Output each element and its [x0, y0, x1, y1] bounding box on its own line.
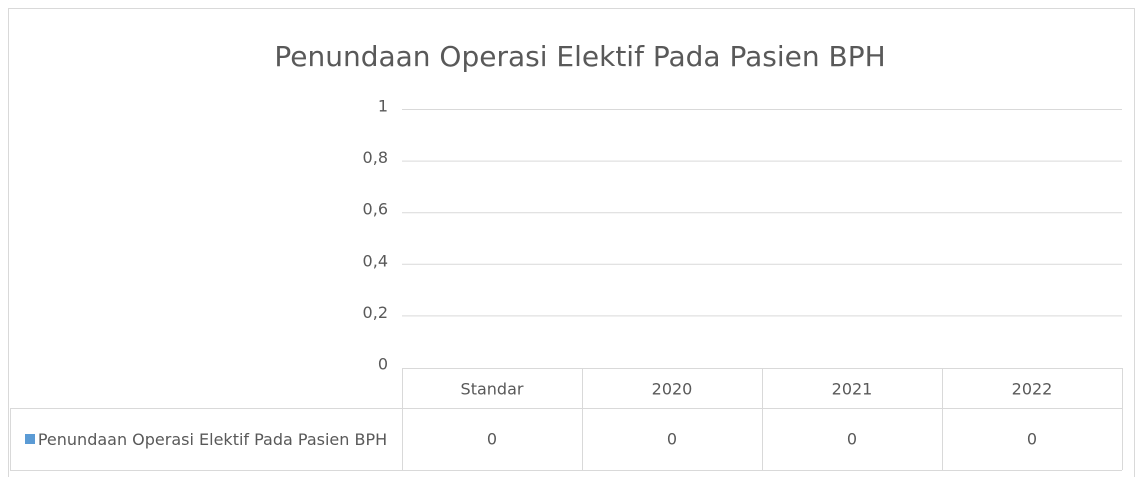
- y-tick-label: 0,6: [363, 200, 388, 219]
- table-value: 0: [1027, 430, 1037, 449]
- x-tick-label: Standar: [461, 380, 524, 399]
- table-value: 0: [847, 430, 857, 449]
- chart-title: Penundaan Operasi Elektif Pada Pasien BP…: [274, 40, 885, 73]
- x-tick-label: 2020: [652, 380, 693, 399]
- x-tick-label: 2022: [1012, 380, 1053, 399]
- legend-key: [24, 433, 35, 444]
- y-tick-label: 0: [378, 355, 388, 374]
- legend-entry: Penundaan Operasi Elektif Pada Pasien BP…: [12, 410, 400, 468]
- y-tick-label: 0,2: [363, 303, 388, 322]
- y-tick-label: 1: [378, 97, 388, 116]
- table-value: 0: [667, 430, 677, 449]
- x-tick-label: 2021: [832, 380, 873, 399]
- table-value: 0: [487, 430, 497, 449]
- legend-label: Penundaan Operasi Elektif Pada Pasien BP…: [37, 429, 388, 449]
- chart-border: [8, 8, 1135, 477]
- y-tick-label: 0,8: [363, 148, 388, 167]
- y-tick-label: 0,4: [363, 251, 388, 270]
